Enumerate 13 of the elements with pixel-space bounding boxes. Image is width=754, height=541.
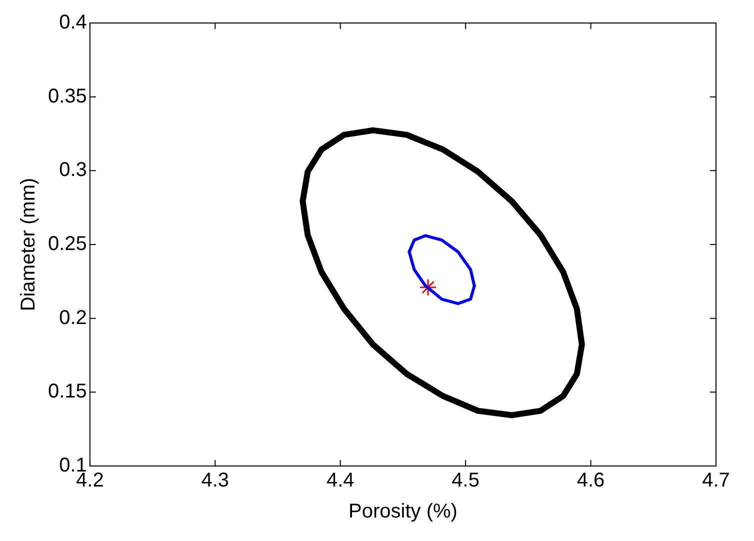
x-tick-label: 4.6: [576, 470, 605, 492]
y-axis-title: Diameter (mm): [18, 178, 40, 312]
y-tick-label: 0.25: [48, 233, 87, 256]
y-tick-label: 0.35: [48, 85, 87, 108]
x-axis-title: Porosity (%): [348, 500, 458, 523]
y-tick-label: 0.3: [59, 159, 87, 182]
y-tick-label: 0.2: [59, 306, 87, 329]
x-tick-label: 4.4: [326, 470, 354, 492]
y-tick-label: 0.15: [48, 380, 87, 403]
x-tick-label: 4.7: [702, 470, 730, 492]
x-tick-label: 4.3: [201, 470, 230, 492]
y-tick-label: 0.4: [59, 12, 87, 34]
x-tick-label: 4.5: [452, 470, 480, 492]
